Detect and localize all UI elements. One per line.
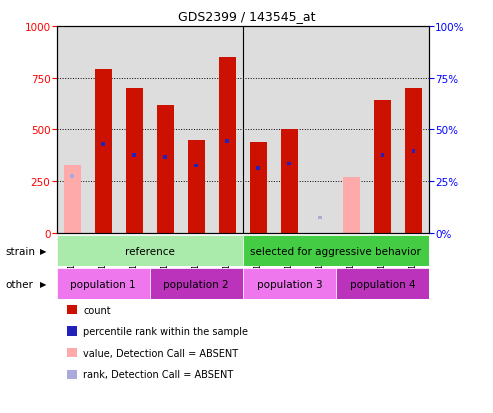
- Bar: [163, 156, 167, 160]
- Bar: [219, 58, 236, 233]
- Bar: [150, 268, 243, 299]
- Bar: [102, 143, 105, 147]
- Bar: [336, 268, 429, 299]
- Text: strain: strain: [5, 246, 35, 256]
- Bar: [188, 140, 205, 233]
- Text: ▶: ▶: [40, 247, 47, 255]
- Bar: [281, 130, 298, 233]
- Text: population 3: population 3: [256, 279, 322, 289]
- Text: count: count: [83, 305, 111, 315]
- Bar: [412, 150, 415, 154]
- Text: population 4: population 4: [350, 279, 415, 289]
- Bar: [64, 165, 81, 233]
- Bar: [374, 101, 391, 233]
- Text: value, Detection Call = ABSENT: value, Detection Call = ABSENT: [83, 348, 239, 358]
- Bar: [70, 175, 74, 178]
- Bar: [250, 142, 267, 233]
- Bar: [287, 162, 291, 166]
- Text: population 2: population 2: [164, 279, 229, 289]
- Bar: [225, 140, 229, 143]
- Bar: [194, 164, 198, 168]
- Text: rank, Detection Call = ABSENT: rank, Detection Call = ABSENT: [83, 369, 234, 379]
- Bar: [243, 268, 336, 299]
- Bar: [405, 89, 422, 233]
- Bar: [343, 178, 360, 233]
- Text: percentile rank within the sample: percentile rank within the sample: [83, 326, 248, 336]
- Bar: [57, 268, 150, 299]
- Bar: [126, 89, 143, 233]
- Text: GDS2399 / 143545_at: GDS2399 / 143545_at: [178, 10, 315, 23]
- Text: selected for aggressive behavior: selected for aggressive behavior: [250, 246, 422, 256]
- Text: other: other: [5, 279, 33, 289]
- Bar: [57, 235, 243, 266]
- Bar: [243, 235, 429, 266]
- Text: ▶: ▶: [40, 280, 47, 288]
- Bar: [256, 166, 260, 170]
- Bar: [133, 154, 136, 158]
- Bar: [157, 105, 174, 233]
- Text: population 1: population 1: [70, 279, 136, 289]
- Bar: [95, 70, 112, 233]
- Text: reference: reference: [125, 246, 175, 256]
- Bar: [381, 154, 384, 158]
- Bar: [318, 216, 322, 220]
